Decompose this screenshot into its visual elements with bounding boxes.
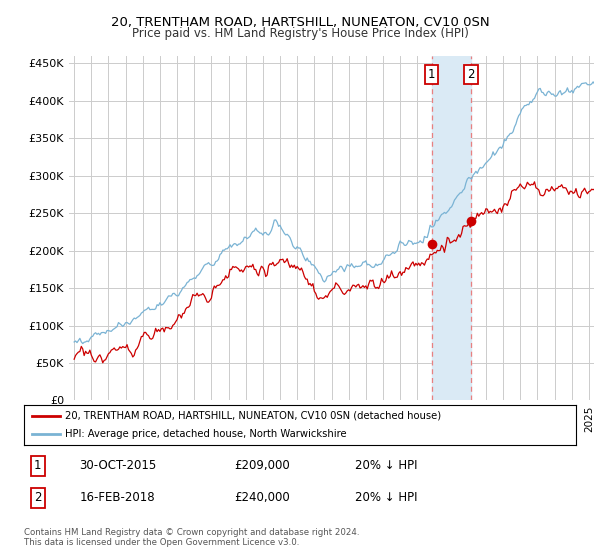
Text: £240,000: £240,000 [234, 491, 290, 504]
Text: 30-OCT-2015: 30-OCT-2015 [79, 459, 157, 473]
Text: 20, TRENTHAM ROAD, HARTSHILL, NUNEATON, CV10 0SN (detached house): 20, TRENTHAM ROAD, HARTSHILL, NUNEATON, … [65, 411, 442, 421]
Text: 1: 1 [428, 68, 435, 81]
Text: 20% ↓ HPI: 20% ↓ HPI [355, 491, 418, 504]
Text: 20, TRENTHAM ROAD, HARTSHILL, NUNEATON, CV10 0SN: 20, TRENTHAM ROAD, HARTSHILL, NUNEATON, … [110, 16, 490, 29]
Text: 2: 2 [467, 68, 475, 81]
Text: £209,000: £209,000 [234, 459, 290, 473]
Text: HPI: Average price, detached house, North Warwickshire: HPI: Average price, detached house, Nort… [65, 430, 347, 439]
Bar [431, 56, 471, 400]
Text: 2: 2 [34, 491, 41, 504]
Text: Contains HM Land Registry data © Crown copyright and database right 2024.
This d: Contains HM Land Registry data © Crown c… [24, 528, 359, 547]
Text: Price paid vs. HM Land Registry's House Price Index (HPI): Price paid vs. HM Land Registry's House … [131, 27, 469, 40]
Text: 1: 1 [34, 459, 41, 473]
Text: 16-FEB-2018: 16-FEB-2018 [79, 491, 155, 504]
Text: 20% ↓ HPI: 20% ↓ HPI [355, 459, 418, 473]
